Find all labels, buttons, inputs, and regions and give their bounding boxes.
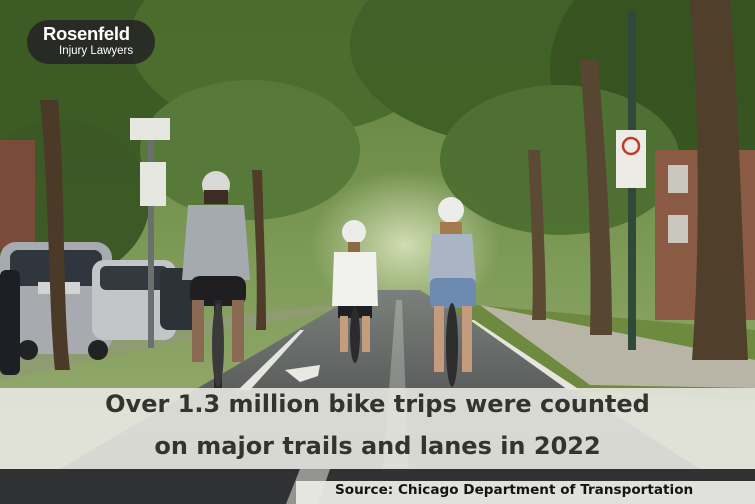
logo-subtitle: Injury Lawyers (59, 45, 134, 57)
no-parking-sign (616, 130, 646, 188)
tree-trunks (40, 0, 748, 370)
street-sign-left (130, 118, 170, 140)
left-curb-grass (0, 300, 380, 380)
sign-pole-left (148, 128, 154, 348)
cyclist-teen (428, 197, 476, 387)
logo-name: Rosenfeld (43, 23, 130, 44)
right-bike-lane-line (470, 320, 580, 390)
headline-line-1: Over 1.3 million bike trips were counted (105, 390, 650, 418)
right-sidewalk (480, 305, 755, 388)
no-parking-icon (621, 136, 641, 156)
left-bike-lane-line (238, 330, 304, 390)
bike-lane-arrow (285, 365, 320, 382)
parked-car-edge (0, 270, 20, 375)
parking-sign-left (140, 162, 166, 206)
source-band (296, 481, 755, 504)
rosenfeld-logo: Rosenfeld Injury Lawyers (27, 20, 155, 64)
headline-line-2: on major trails and lanes in 2022 (154, 432, 601, 460)
cyclist-adult (182, 171, 250, 388)
source-credit: Source: Chicago Department of Transporta… (335, 482, 694, 498)
parked-car-back (160, 268, 200, 330)
cyclist-child (332, 220, 378, 363)
building-left (0, 140, 35, 250)
caption-band (0, 388, 755, 469)
